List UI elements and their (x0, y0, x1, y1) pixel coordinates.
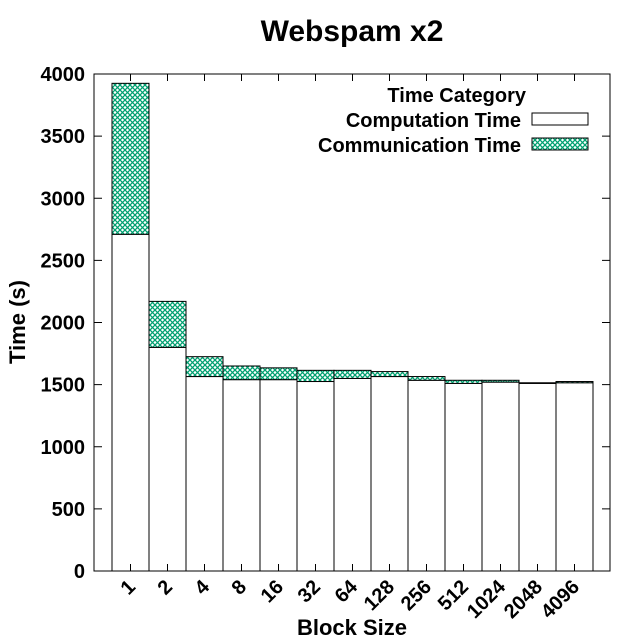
bar-communication (333, 369, 372, 379)
x-axis-label: Block Size (297, 615, 407, 640)
bar-computation (259, 379, 298, 572)
bar-computation (444, 382, 483, 572)
legend-label-computation: Computation Time (346, 110, 521, 132)
x-tick-label: 4 (191, 575, 215, 599)
x-tick-label: 1024 (463, 575, 511, 623)
bar-communication (407, 376, 446, 381)
plot-frame (93, 73, 611, 572)
x-tick-label: 32 (294, 576, 325, 607)
x-tick-label: 2 (154, 576, 177, 599)
y-tick-label: 2500 (41, 250, 86, 272)
bar-computation (518, 382, 557, 572)
x-tick-label: 4096 (537, 576, 584, 623)
bar-communication (222, 365, 261, 381)
bar-communication (111, 82, 150, 235)
legend-swatch-computation (531, 112, 589, 126)
x-tick-label: 64 (331, 575, 363, 607)
y-tick-label: 4000 (41, 64, 86, 86)
x-tick-label: 128 (360, 576, 399, 615)
x-tick-label: 1 (117, 576, 140, 599)
bar-communication (555, 381, 594, 384)
bar-computation (555, 382, 594, 572)
legend-swatch-communication (531, 137, 589, 151)
bar-computation (296, 381, 335, 572)
bar-computation (333, 377, 372, 572)
legend-label-communication: Communication Time (318, 135, 521, 157)
bar-communication (259, 367, 298, 381)
x-tick-label: 256 (397, 576, 436, 615)
bar-computation (148, 346, 187, 572)
legend-title: Time Category (387, 85, 526, 107)
bars (111, 82, 594, 572)
legend: Time Category Computation Time Communica… (318, 85, 589, 157)
y-tick-label: 500 (52, 499, 85, 521)
x-tick-label: 16 (257, 576, 288, 607)
y-axis-ticks: 0 500 1000 1500 2000 2500 3000 3500 4000 (41, 64, 610, 583)
bar-computation (185, 376, 224, 572)
y-tick-label: 2000 (41, 313, 86, 335)
y-axis-label: Time (s) (5, 280, 30, 364)
bar-computation (370, 376, 409, 572)
chart-title: Webspam x2 (261, 15, 444, 48)
y-tick-label: 3500 (41, 126, 86, 148)
bar-communication (518, 382, 557, 384)
bar-communication (148, 300, 187, 348)
bar-communication (481, 379, 520, 383)
y-tick-label: 1000 (41, 437, 86, 459)
bar-communication (444, 379, 483, 384)
y-tick-label: 1500 (41, 375, 86, 397)
bar-communication (185, 356, 224, 378)
bar-communication (296, 369, 335, 383)
x-tick-label: 8 (228, 576, 251, 599)
bar-computation (407, 379, 446, 572)
bar-computation (222, 379, 261, 572)
y-tick-label: 3000 (41, 188, 86, 210)
bar-computation (111, 233, 150, 572)
y-tick-label: 0 (74, 561, 85, 583)
bar-computation (481, 381, 520, 572)
x-tick-label: 2048 (500, 576, 547, 623)
bar-communication (370, 371, 409, 378)
